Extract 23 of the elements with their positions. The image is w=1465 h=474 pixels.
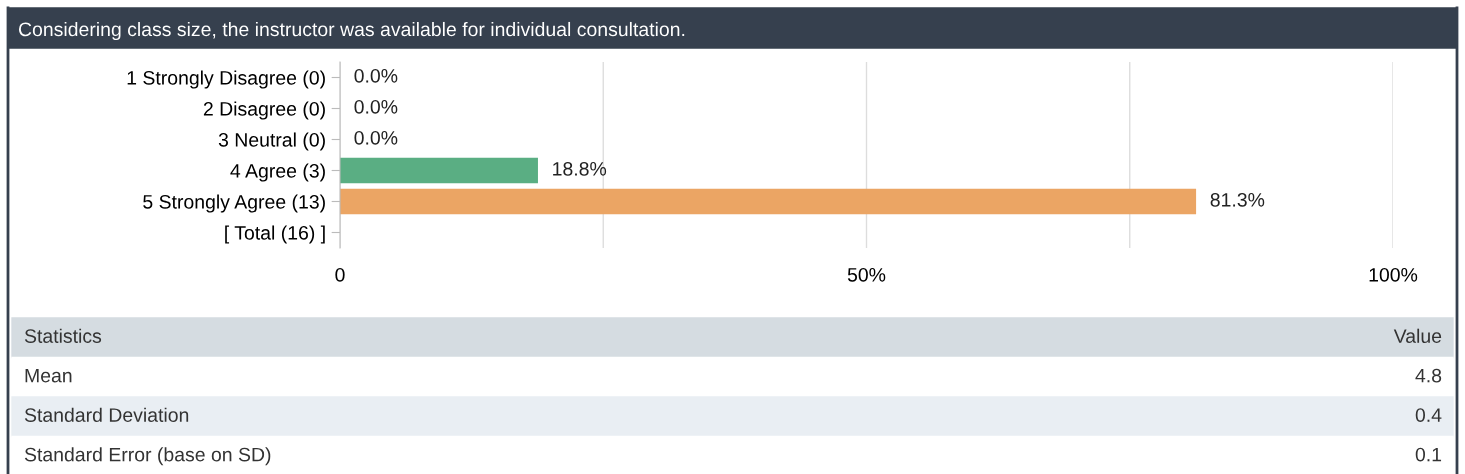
- text: Standard Error (base on SD): [24, 447, 271, 466]
- y-tick-label: 4 Agree (3): [230, 163, 325, 182]
- y-tick-label: 3 Neutral (0): [218, 132, 325, 151]
- x-tick-label: 50%: [847, 267, 886, 282]
- text: Standard Deviation: [24, 407, 189, 422]
- text: 0.4: [1415, 408, 1442, 422]
- text: 4.8: [1415, 368, 1442, 383]
- data-label: 0.0%: [354, 130, 398, 145]
- data-label: 0.0%: [354, 68, 398, 83]
- chart-title: Considering class size, the instructor was available for individual consultation.: [18, 21, 685, 41]
- text: 0.1: [1415, 447, 1442, 462]
- text: Value: [1393, 328, 1442, 343]
- data-label: 18.8%: [553, 161, 607, 176]
- text: Mean: [25, 368, 72, 383]
- y-tick-label: 1 Strongly Disagree (0): [127, 70, 325, 89]
- y-tick-label: [ Total (16) ]: [225, 225, 325, 244]
- y-tick-label: 5 Strongly Agree (13): [143, 194, 325, 213]
- x-tick-label: 100%: [1369, 267, 1418, 282]
- data-label: 0.0%: [354, 99, 398, 114]
- x-tick-label: 0: [335, 267, 345, 282]
- data-label: 81.3%: [1210, 192, 1265, 207]
- text: Statistics: [24, 328, 102, 343]
- y-tick-label: 2 Disagree (0): [203, 101, 325, 120]
